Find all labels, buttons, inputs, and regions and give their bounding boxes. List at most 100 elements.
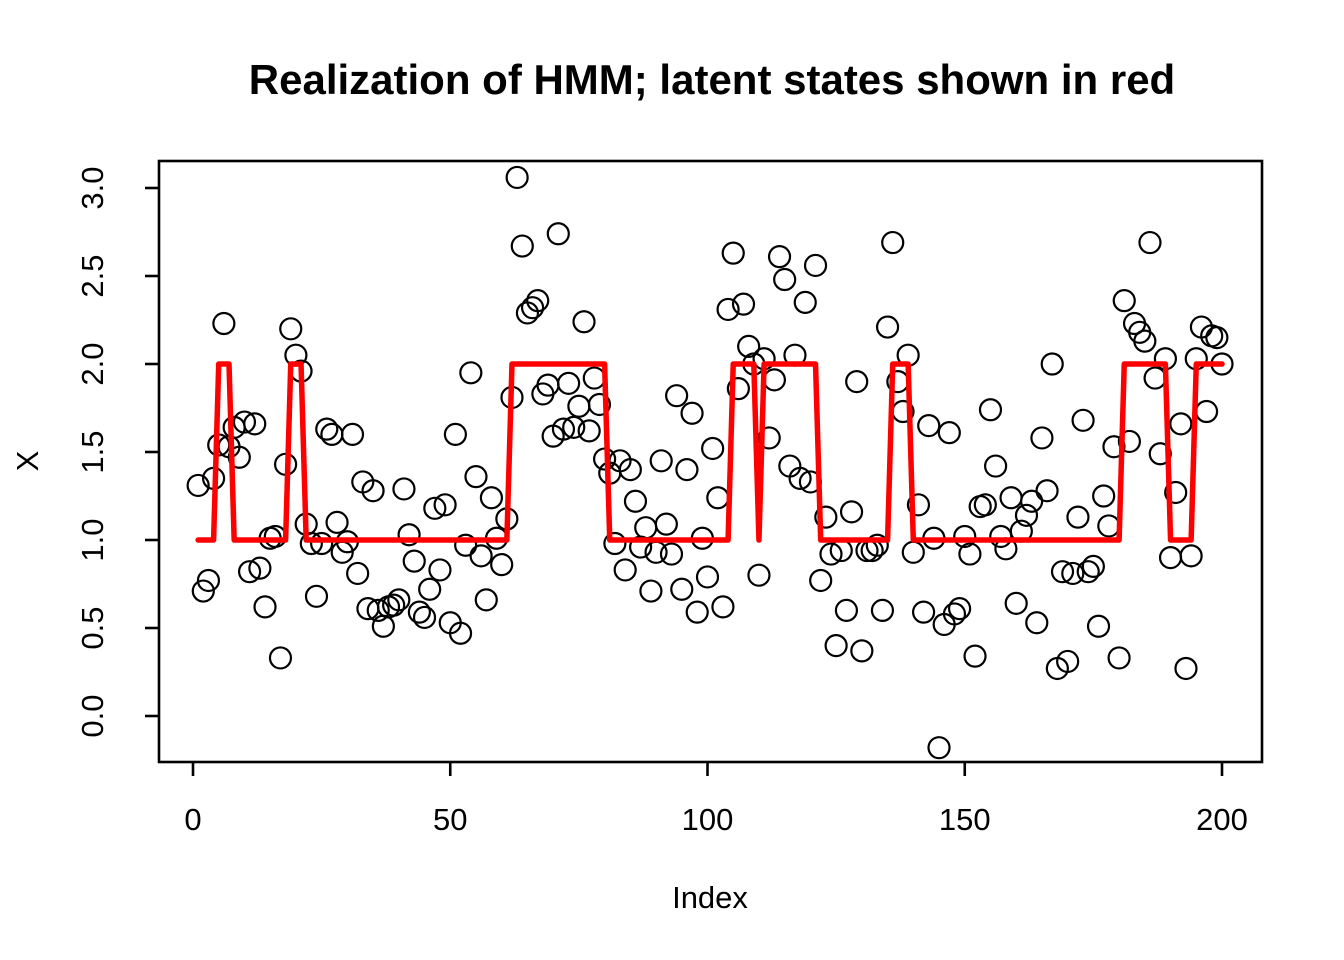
data-point (1020, 489, 1044, 513)
data-point (433, 493, 457, 517)
y-axis-label: X (10, 450, 45, 471)
y-tick-label: 0.0 (75, 694, 110, 737)
data-point (788, 466, 812, 490)
y-tick-label: 1.5 (75, 430, 110, 473)
data-point (237, 560, 262, 584)
data-point (510, 234, 534, 258)
data-point (1030, 426, 1054, 450)
data-point (310, 531, 334, 556)
data-point (325, 510, 349, 535)
data-point (469, 544, 493, 568)
x-tick-label: 50 (433, 802, 467, 837)
y-tick-label: 2.0 (75, 342, 110, 385)
data-point (953, 524, 977, 549)
data-point (793, 290, 817, 314)
data-point (243, 412, 267, 436)
data-point (448, 621, 473, 645)
data-point (711, 595, 735, 619)
x-axis-ticks: 0 50 100 150 200 (184, 762, 1248, 837)
data-point (443, 422, 467, 446)
x-axis-label: Index (672, 880, 748, 915)
data-point (917, 414, 941, 438)
data-point (479, 486, 504, 510)
data-point (299, 531, 323, 556)
data-point (387, 588, 411, 612)
data-point (613, 558, 637, 582)
scatter-points (186, 165, 1234, 760)
data-point (618, 458, 642, 482)
data-point (1014, 503, 1039, 527)
data-point (803, 253, 828, 278)
data-point (268, 646, 293, 670)
data-point (1205, 326, 1229, 350)
data-point (577, 419, 601, 443)
data-point (346, 561, 370, 586)
data-point (587, 392, 612, 417)
data-point (1086, 614, 1111, 638)
data-point (649, 449, 673, 473)
data-point (454, 533, 478, 557)
y-tick-label: 1.0 (75, 518, 110, 561)
data-point (412, 605, 437, 630)
data-point (685, 600, 709, 624)
data-point (1174, 656, 1198, 681)
data-point (212, 311, 236, 336)
data-point (304, 584, 329, 608)
data-point (726, 377, 750, 401)
data-point (675, 458, 699, 482)
data-point (845, 370, 869, 394)
data-point (654, 512, 678, 536)
data-point (397, 523, 421, 547)
data-point (1138, 230, 1162, 255)
data-point (906, 493, 931, 517)
data-point (459, 361, 483, 385)
data-point (196, 568, 221, 593)
data-point (973, 493, 997, 517)
data-point (402, 549, 426, 573)
data-point (1133, 329, 1157, 353)
data-point (881, 230, 905, 255)
data-point (1071, 408, 1095, 432)
data-point (1004, 591, 1028, 615)
data-point (1035, 479, 1059, 503)
data-point (505, 165, 529, 190)
data-point (757, 426, 781, 450)
x-tick-label: 0 (184, 802, 201, 837)
data-point (526, 289, 550, 313)
data-point (392, 477, 416, 501)
data-point (1040, 352, 1064, 376)
plot-title: Realization of HMM; latent states shown … (249, 56, 1175, 103)
data-point (464, 465, 488, 489)
data-point (963, 644, 987, 668)
x-tick-label: 100 (682, 802, 734, 837)
data-point (665, 384, 689, 408)
data-point (423, 496, 447, 520)
data-point (1050, 560, 1075, 584)
data-point (701, 436, 725, 461)
data-point (731, 292, 756, 316)
data-point (1107, 646, 1131, 670)
data-point (773, 267, 797, 292)
data-point (948, 597, 972, 621)
data-point (279, 317, 303, 341)
data-point (1056, 649, 1080, 674)
data-point (232, 410, 257, 434)
data-point (191, 579, 215, 603)
data-point (814, 505, 838, 529)
data-point (1164, 480, 1188, 505)
x-tick-label: 150 (939, 802, 991, 837)
data-point (546, 222, 570, 246)
data-point (1061, 561, 1085, 586)
data-point (865, 533, 889, 557)
data-point (1179, 544, 1203, 568)
data-point (366, 598, 390, 623)
data-point (227, 445, 251, 469)
data-point (1117, 429, 1141, 454)
data-point (1169, 412, 1193, 436)
data-point (1076, 560, 1100, 584)
data-point (490, 553, 514, 577)
data-point (978, 398, 1003, 422)
data-point (1066, 505, 1090, 529)
